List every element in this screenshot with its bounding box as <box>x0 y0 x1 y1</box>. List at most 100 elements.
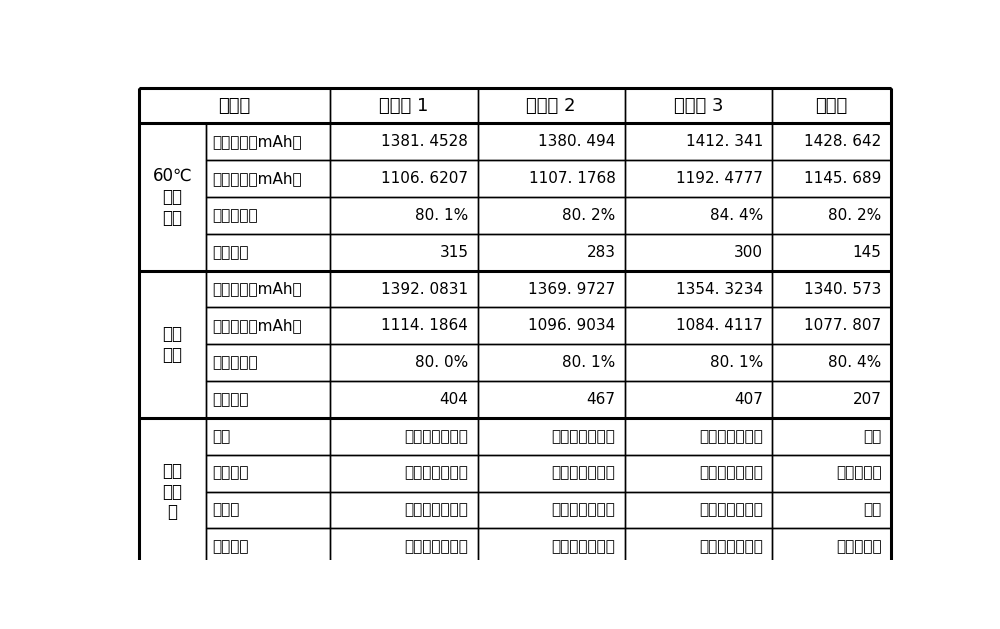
Bar <box>625 418 772 455</box>
Text: 1107. 1768: 1107. 1768 <box>529 171 616 186</box>
Bar <box>625 308 772 344</box>
Text: 80. 4%: 80. 4% <box>828 355 881 370</box>
Text: 初始容量（mAh）: 初始容量（mAh） <box>213 282 302 296</box>
Text: 1114. 1864: 1114. 1864 <box>381 318 468 333</box>
Bar <box>139 270 206 418</box>
Bar <box>625 87 772 123</box>
Text: 1096. 9034: 1096. 9034 <box>528 318 616 333</box>
Bar <box>772 160 891 197</box>
Text: 80. 2%: 80. 2% <box>828 208 881 223</box>
Text: 80. 1%: 80. 1% <box>562 355 616 370</box>
Text: 1381. 4528: 1381. 4528 <box>381 135 468 149</box>
Bar <box>625 491 772 528</box>
Bar <box>330 87 478 123</box>
Bar <box>478 308 625 344</box>
Bar <box>206 197 330 234</box>
Bar <box>478 344 625 381</box>
Text: 1380. 494: 1380. 494 <box>538 135 616 149</box>
Bar <box>625 344 772 381</box>
Bar <box>478 270 625 308</box>
Text: 1392. 0831: 1392. 0831 <box>381 282 468 296</box>
Text: 不冒烟，不起火: 不冒烟，不起火 <box>699 503 763 518</box>
Bar <box>478 197 625 234</box>
Text: 容量保持率: 容量保持率 <box>213 355 258 370</box>
Text: 不冒烟，不起火: 不冒烟，不起火 <box>552 429 616 444</box>
Bar <box>330 455 478 491</box>
Bar <box>772 344 891 381</box>
Text: 1369. 9727: 1369. 9727 <box>528 282 616 296</box>
Text: 截止容量（mAh）: 截止容量（mAh） <box>213 318 302 333</box>
Bar <box>330 234 478 270</box>
Text: 84. 4%: 84. 4% <box>710 208 763 223</box>
Bar <box>206 308 330 344</box>
Bar <box>330 381 478 418</box>
Bar <box>772 123 891 160</box>
Text: 不冒烟，不起火: 不冒烟，不起火 <box>404 539 468 554</box>
Text: 循环周数: 循环周数 <box>213 245 249 260</box>
Text: 315: 315 <box>439 245 468 260</box>
Bar <box>625 455 772 491</box>
Text: 145: 145 <box>853 245 881 260</box>
Bar <box>206 344 330 381</box>
Text: 冒烟，起火: 冒烟，起火 <box>836 539 881 554</box>
Bar <box>772 197 891 234</box>
Bar <box>772 528 891 565</box>
Bar <box>139 87 330 123</box>
Text: 冒烟，起火: 冒烟，起火 <box>836 465 881 481</box>
Text: 404: 404 <box>439 392 468 407</box>
Bar <box>625 234 772 270</box>
Bar <box>330 123 478 160</box>
Bar <box>139 123 206 270</box>
Bar <box>330 308 478 344</box>
Text: 外部短路: 外部短路 <box>213 465 249 481</box>
Text: 207: 207 <box>853 392 881 407</box>
Bar <box>478 418 625 455</box>
Text: 循环周数: 循环周数 <box>213 392 249 407</box>
Text: 冒烟: 冒烟 <box>863 503 881 518</box>
Text: 80. 2%: 80. 2% <box>562 208 616 223</box>
Bar <box>206 270 330 308</box>
Bar <box>625 160 772 197</box>
Bar <box>625 123 772 160</box>
Text: 截止容量（mAh）: 截止容量（mAh） <box>213 171 302 186</box>
Bar <box>772 381 891 418</box>
Bar <box>330 270 478 308</box>
Bar <box>478 234 625 270</box>
Bar <box>206 528 330 565</box>
Text: 60℃
高温
测试: 60℃ 高温 测试 <box>153 167 192 227</box>
Bar <box>206 381 330 418</box>
Text: 初始容量（mAh）: 初始容量（mAh） <box>213 135 302 149</box>
Bar <box>330 160 478 197</box>
Bar <box>330 528 478 565</box>
Bar <box>772 418 891 455</box>
Bar <box>478 87 625 123</box>
Text: 1340. 573: 1340. 573 <box>804 282 881 296</box>
Text: 不冒烟，不起火: 不冒烟，不起火 <box>699 429 763 444</box>
Bar <box>206 455 330 491</box>
Text: 300: 300 <box>734 245 763 260</box>
Bar <box>625 270 772 308</box>
Text: 1084. 4117: 1084. 4117 <box>676 318 763 333</box>
Text: 热冲击: 热冲击 <box>213 503 240 518</box>
Bar <box>330 491 478 528</box>
Text: 不冒烟，不起火: 不冒烟，不起火 <box>552 503 616 518</box>
Bar <box>772 87 891 123</box>
Text: 80. 1%: 80. 1% <box>415 208 468 223</box>
Bar <box>772 308 891 344</box>
Text: 不冒烟，不起火: 不冒烟，不起火 <box>552 465 616 481</box>
Text: 不冒烟，不起火: 不冒烟，不起火 <box>699 539 763 554</box>
Text: 467: 467 <box>587 392 616 407</box>
Bar <box>330 344 478 381</box>
Bar <box>206 160 330 197</box>
Text: 对比例: 对比例 <box>815 96 848 114</box>
Text: 爆炸: 爆炸 <box>863 429 881 444</box>
Bar <box>478 455 625 491</box>
Bar <box>478 381 625 418</box>
Text: 1412. 341: 1412. 341 <box>686 135 763 149</box>
Bar <box>772 491 891 528</box>
Text: 实施例 2: 实施例 2 <box>526 96 576 114</box>
Text: 项　目: 项 目 <box>219 96 251 114</box>
Text: 安全
性测
试: 安全 性测 试 <box>163 462 183 521</box>
Bar <box>206 418 330 455</box>
Bar <box>625 528 772 565</box>
